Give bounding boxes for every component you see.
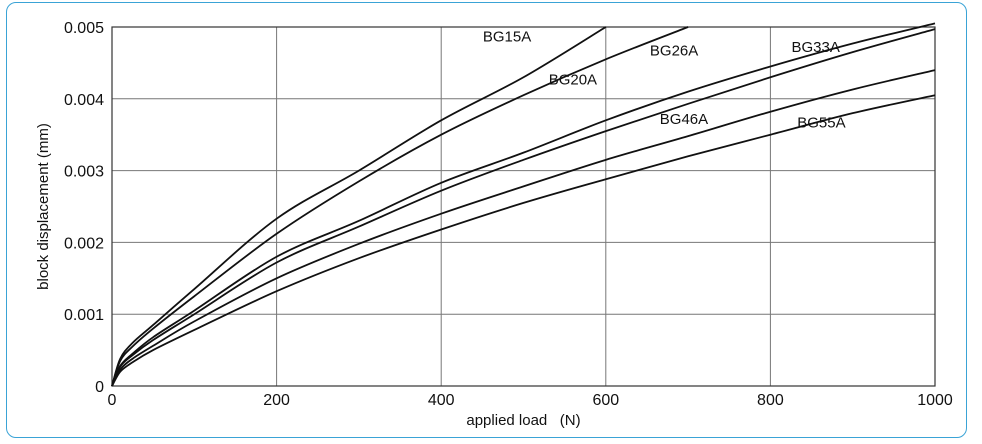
- y-axis-label: block displacement (mm): [35, 123, 52, 290]
- series-label-bg26a: BG26A: [650, 43, 698, 60]
- series-line-bg46a: [111, 69, 936, 387]
- plot-border: [111, 26, 936, 387]
- series-labels: BG15A BG20A BG26A BG33A BG46A BG55A: [483, 28, 846, 131]
- x-axis-label: applied load (N): [466, 412, 580, 429]
- x-tick-label: 0: [108, 392, 117, 409]
- series-line-bg20a: [111, 26, 689, 387]
- grid: [111, 26, 936, 387]
- x-tick-label: 200: [263, 392, 290, 409]
- y-tick-label: 0.003: [64, 164, 104, 181]
- y-tick-label: 0.004: [64, 92, 104, 109]
- tick-labels: 0 200 400 600 800 1000 0 0.001 0.002 0.003 0.004 0.…: [64, 20, 953, 409]
- x-tick-label: 1000: [917, 392, 953, 409]
- y-tick-label: 0.002: [64, 235, 104, 252]
- y-tick-label: 0.005: [64, 20, 104, 37]
- series-label-bg55a: BG55A: [797, 115, 845, 132]
- series-line-bg26a: [111, 22, 936, 387]
- series-label-bg46a: BG46A: [660, 111, 708, 128]
- series-label-bg33a: BG33A: [791, 39, 839, 56]
- series-label-bg20a: BG20A: [549, 71, 597, 88]
- series-line-bg15a: [111, 26, 607, 387]
- x-tick-label: 600: [592, 392, 619, 409]
- chart-frame: [6, 2, 967, 438]
- x-tick-label: 800: [757, 392, 784, 409]
- series-label-bg15a: BG15A: [483, 28, 531, 45]
- y-tick-label: 0.001: [64, 307, 104, 324]
- series-line-bg33a: [111, 28, 936, 387]
- x-tick-label: 400: [428, 392, 455, 409]
- y-tick-label: 0: [95, 379, 104, 396]
- series-line-bg55a: [111, 94, 936, 387]
- series-lines: [111, 22, 936, 387]
